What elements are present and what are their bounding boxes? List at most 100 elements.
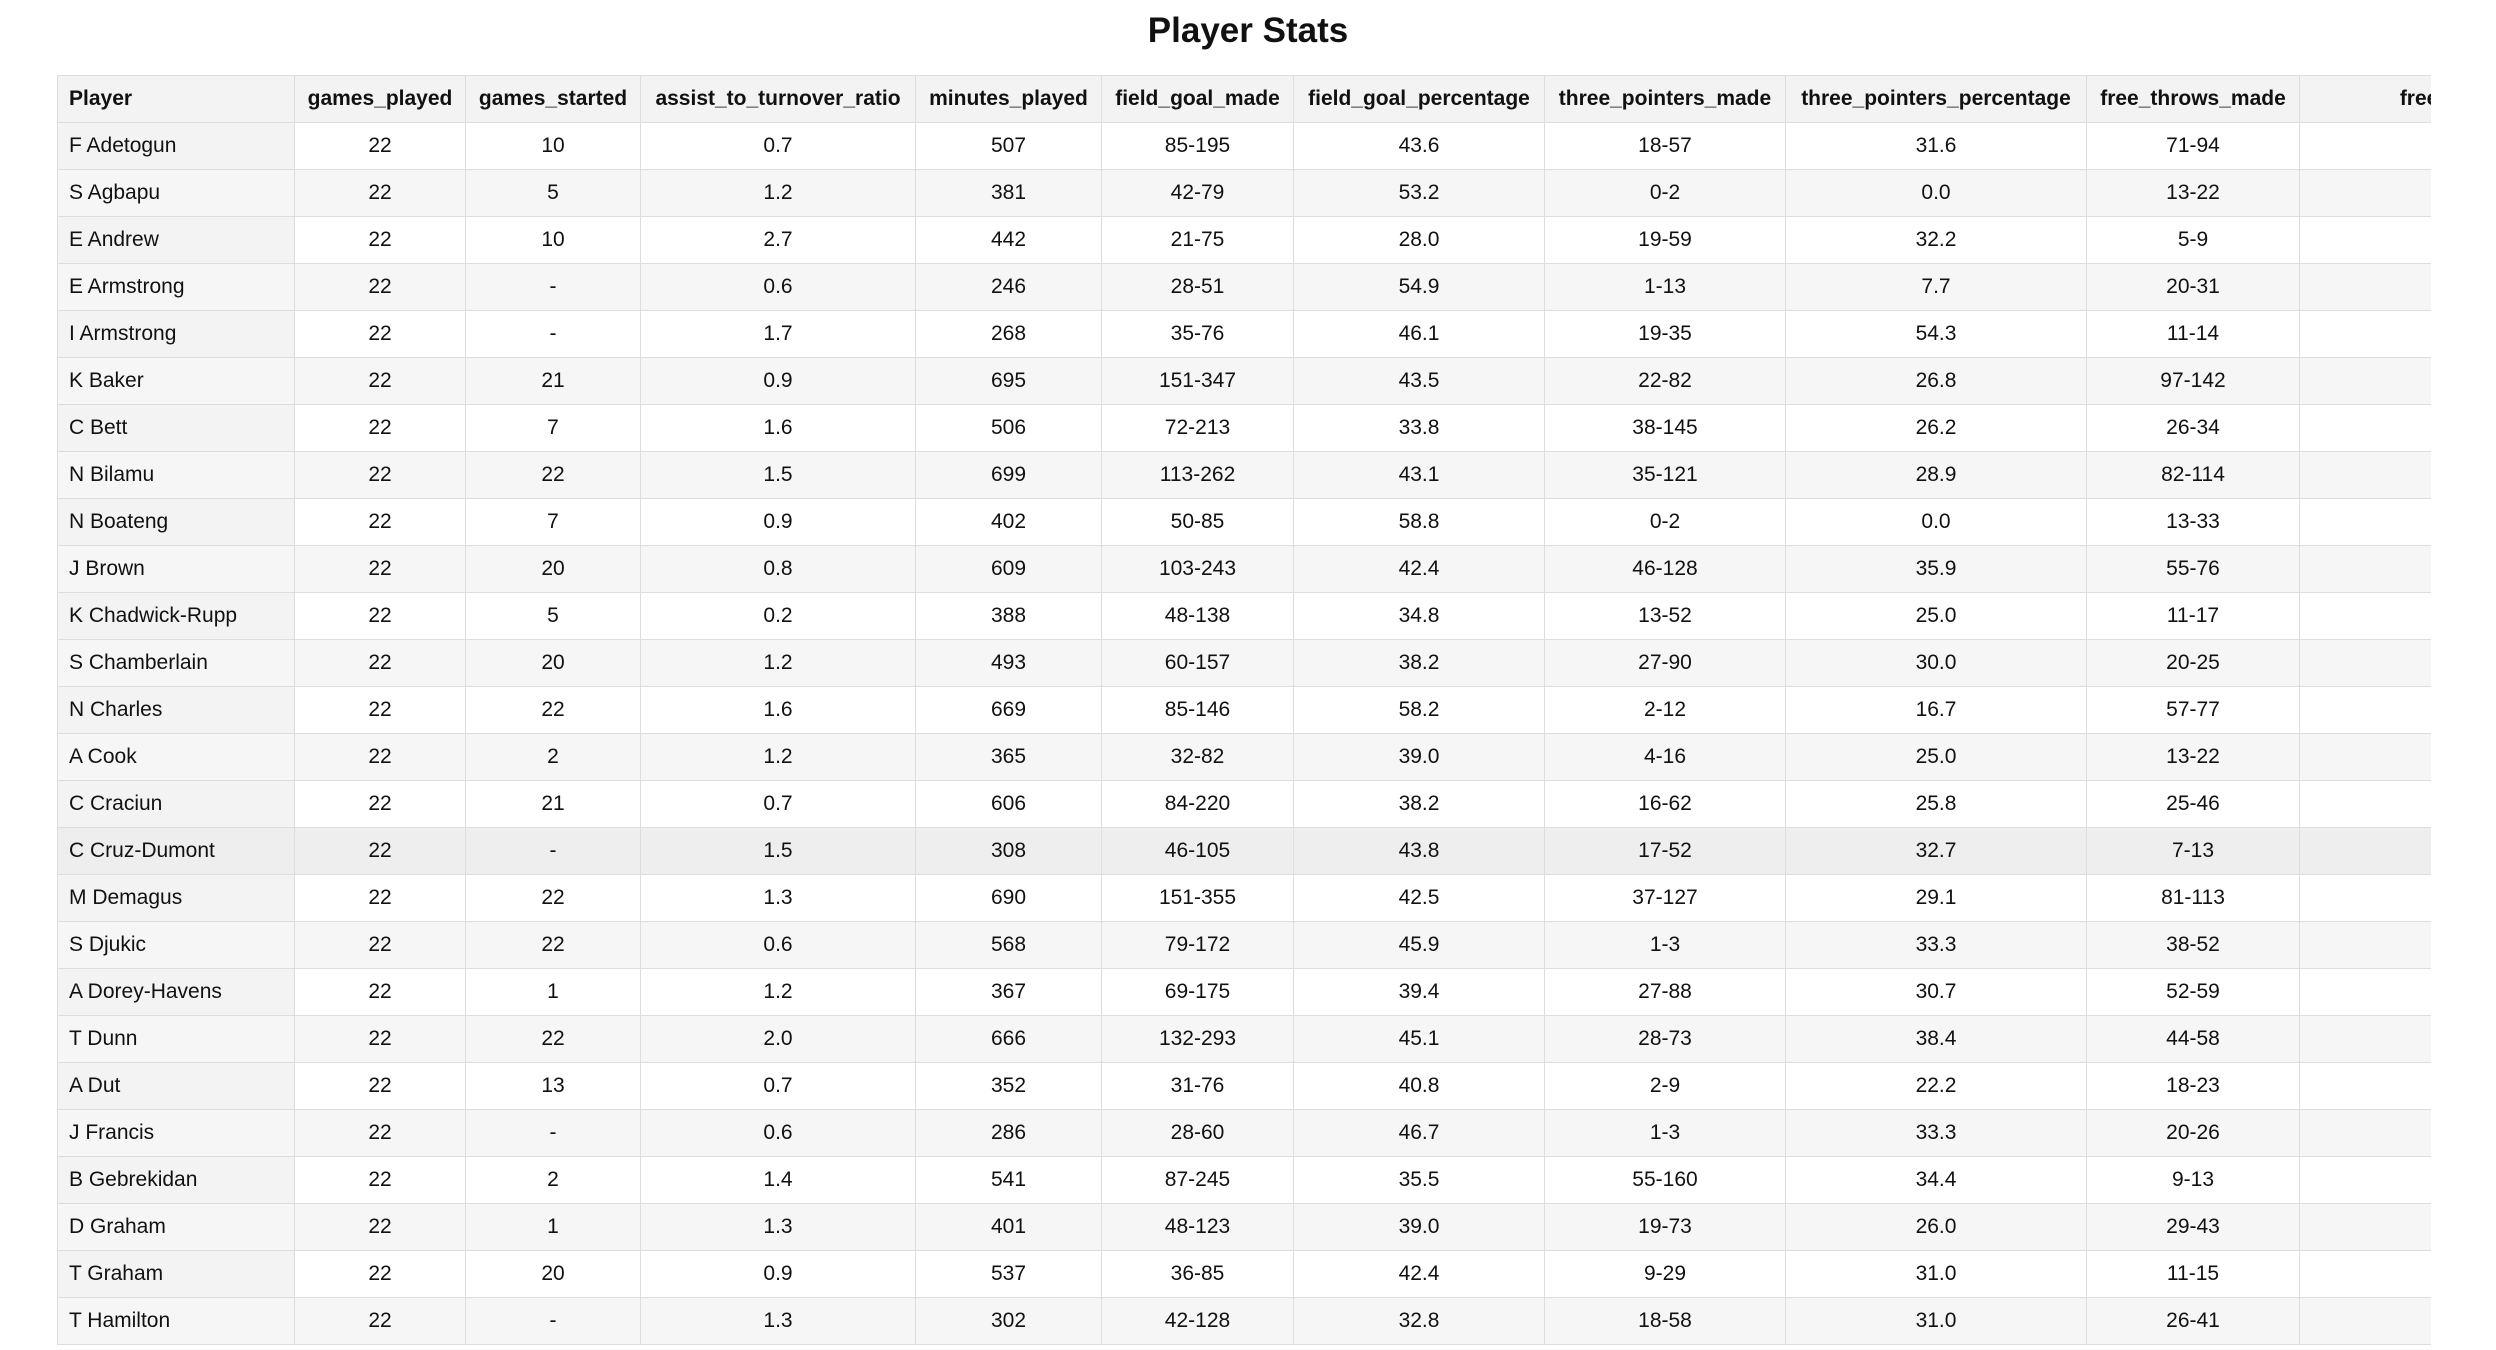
stat-cell: 55-160	[1544, 1156, 1786, 1204]
stat-cell: 1	[465, 1203, 641, 1251]
column-header[interactable]: three_pointers_percentage	[1785, 75, 2087, 123]
stat-cell: 57-77	[2086, 686, 2300, 734]
table-row[interactable]: J Brown 22 20 0.8 609 103-243 42.4 46-128 35.9 55…	[57, 545, 2431, 593]
table-row[interactable]: N Charles 22 22 1.6 669 85-146 58.2 2-12 16.7 57-…	[57, 686, 2431, 734]
stat-cell: 54.9	[1293, 263, 1545, 311]
table-row[interactable]: F Adetogun 22 10 0.7 507 85-195 43.6 18-57 31.6 7…	[57, 122, 2431, 170]
stat-cell: 3	[2299, 498, 2431, 546]
column-header[interactable]: free_throws_made	[2086, 75, 2300, 123]
stat-cell: 7.7	[1785, 263, 2087, 311]
stat-cell: 46-128	[1544, 545, 1786, 593]
table-row[interactable]: E Armstrong 22-0.6 246 28-51 54.9 1-13 7.7 20-3…	[57, 263, 2431, 311]
table-row[interactable]: T Dunn 22 22 2.0 666 132-293 45.1 28-73 38.4 44-5…	[57, 1015, 2431, 1063]
column-header[interactable]: free_throw	[2299, 75, 2431, 123]
player-name-cell: D Graham	[57, 1203, 295, 1251]
player-name-cell: F Adetogun	[57, 122, 295, 170]
stat-cell: 35-121	[1544, 451, 1786, 499]
stat-cell: 151-355	[1101, 874, 1294, 922]
stat-cell: 81-113	[2086, 874, 2300, 922]
stat-cell: 30.7	[1785, 968, 2087, 1016]
stat-cell: 22	[294, 827, 466, 875]
stat-cell: 388	[915, 592, 1102, 640]
player-name-cell: E Andrew	[57, 216, 295, 264]
column-header[interactable]: minutes_played	[915, 75, 1102, 123]
stat-cell: 35.9	[1785, 545, 2087, 593]
stat-cell: 151-347	[1101, 357, 1294, 405]
table-row[interactable]: A Dorey-Havens 22 1 1.2 367 69-175 39.4 27-88 30…	[57, 968, 2431, 1016]
table-row[interactable]: C Craciun 22 21 0.7 606 84-220 38.2 16-62 25.8 25…	[57, 780, 2431, 828]
stat-cell: 7	[2299, 1015, 2431, 1063]
table-row[interactable]: S Chamberlain 22 20 1.2 493 60-157 38.2 27-90 30…	[57, 639, 2431, 687]
stat-cell: 39.0	[1293, 733, 1545, 781]
table-row[interactable]: C Bett 22 7 1.6 506 72-213 33.8 38-145 26.2 26-34…	[57, 404, 2431, 452]
stat-cell: -	[465, 1297, 641, 1345]
stat-cell: 22	[294, 1203, 466, 1251]
stat-cell: 0.8	[640, 545, 916, 593]
stat-cell: 11-15	[2086, 1250, 2300, 1298]
column-header[interactable]: field_goal_percentage	[1293, 75, 1545, 123]
stat-cell: 5	[2299, 780, 2431, 828]
table-row[interactable]: K Chadwick-Rupp 22 5 0.2 388 48-138 34.8 13-52 2…	[57, 592, 2431, 640]
stat-cell: 5-9	[2086, 216, 2300, 264]
stat-cell: 7	[2299, 1109, 2431, 1157]
player-name-cell: S Agbapu	[57, 169, 295, 217]
stat-cell: 26-34	[2086, 404, 2300, 452]
stat-cell: 22	[294, 1015, 466, 1063]
stat-cell: 10	[465, 216, 641, 264]
stat-cell: 666	[915, 1015, 1102, 1063]
table-row[interactable]: S Djukic 22 22 0.6 568 79-172 45.9 1-3 33.3 38-52…	[57, 921, 2431, 969]
stat-cell: 40.8	[1293, 1062, 1545, 1110]
player-name-cell: K Chadwick-Rupp	[57, 592, 295, 640]
stat-cell: -	[465, 263, 641, 311]
stat-cell: 6	[2299, 263, 2431, 311]
table-row[interactable]: N Bilamu 22 22 1.5 699 113-262 43.1 35-121 28.9 8…	[57, 451, 2431, 499]
stat-cell: 1.2	[640, 169, 916, 217]
table-row[interactable]: D Graham 22 1 1.3 401 48-123 39.0 19-73 26.0 29-4…	[57, 1203, 2431, 1251]
stat-cell: 0.7	[640, 1062, 916, 1110]
stat-cell: 5	[2299, 733, 2431, 781]
stat-cell: 541	[915, 1156, 1102, 1204]
stat-cell: 42.4	[1293, 1250, 1545, 1298]
table-row[interactable]: B Gebrekidan 22 2 1.4 541 87-245 35.5 55-160 34.…	[57, 1156, 2431, 1204]
stat-cell: 0.6	[640, 1109, 916, 1157]
column-header[interactable]: Player	[57, 75, 295, 123]
stat-cell: 13	[465, 1062, 641, 1110]
stat-cell: 33.3	[1785, 1109, 2087, 1157]
column-header[interactable]: three_pointers_made	[1544, 75, 1786, 123]
table-row[interactable]: T Graham 22 20 0.9 537 36-85 42.4 9-29 31.0 11-15…	[57, 1250, 2431, 1298]
stat-cell: 42-128	[1101, 1297, 1294, 1345]
player-name-cell: S Chamberlain	[57, 639, 295, 687]
table-row[interactable]: K Baker 22 21 0.9 695 151-347 43.5 22-82 26.8 97-…	[57, 357, 2431, 405]
stat-cell: 13-22	[2086, 169, 2300, 217]
stat-cell: 381	[915, 169, 1102, 217]
stat-cell: 6	[2299, 1156, 2431, 1204]
stat-cell: 690	[915, 874, 1102, 922]
table-row[interactable]: T Hamilton 22-1.3 302 42-128 32.8 18-58 31.0 26…	[57, 1297, 2431, 1345]
stat-cell: 0-2	[1544, 169, 1786, 217]
column-header[interactable]: games_played	[294, 75, 466, 123]
stat-cell: 7	[465, 404, 641, 452]
stat-cell: 29.1	[1785, 874, 2087, 922]
stat-cell: 22	[294, 216, 466, 264]
table-row[interactable]: M Demagus 22 22 1.3 690 151-355 42.5 37-127 29.1…	[57, 874, 2431, 922]
table-row[interactable]: I Armstrong 22-1.7 268 35-76 46.1 19-35 54.3 11…	[57, 310, 2431, 358]
stat-cell: 493	[915, 639, 1102, 687]
stat-cell: 22	[294, 169, 466, 217]
stat-cell: 18-58	[1544, 1297, 1786, 1345]
column-header[interactable]: games_started	[465, 75, 641, 123]
column-header[interactable]: field_goal_made	[1101, 75, 1294, 123]
column-header[interactable]: assist_to_turnover_ratio	[640, 75, 916, 123]
stat-cell: 48-123	[1101, 1203, 1294, 1251]
stat-cell: 25-46	[2086, 780, 2300, 828]
player-name-cell: M Demagus	[57, 874, 295, 922]
table-row[interactable]: C Cruz-Dumont 22-1.5 308 46-105 43.8 17-52 32.…	[57, 827, 2431, 875]
player-name-cell: N Bilamu	[57, 451, 295, 499]
stat-cell: 22	[294, 1297, 466, 1345]
stats-table-container[interactable]: Player games_played games_started assist_to…	[57, 75, 2431, 1350]
